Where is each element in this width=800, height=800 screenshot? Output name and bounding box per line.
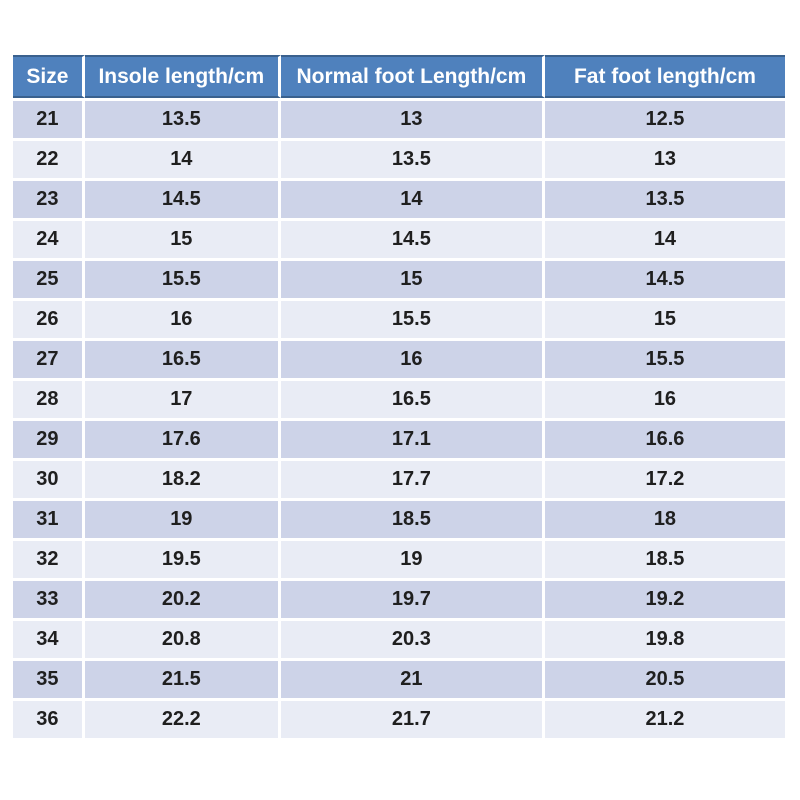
size-cell: 32 (13, 541, 85, 581)
table-row: 29 17.6 17.1 16.6 (13, 421, 785, 461)
column-header-insole-length: Insole length/cm (84, 55, 281, 98)
table-body: 21 13.5 13 12.5 22 14 13.5 13 23 14.5 14 13.5 24 15 14… (13, 98, 785, 741)
fat-foot-length-cell: 16.6 (544, 421, 785, 461)
table-row: 25 15.5 15 14.5 (13, 261, 785, 301)
normal-foot-length-cell: 17.7 (280, 461, 545, 501)
fat-foot-length-cell: 15 (544, 301, 785, 341)
table-row: 34 20.8 20.3 19.8 (13, 621, 785, 661)
insole-length-cell: 15.5 (84, 261, 281, 301)
fat-foot-length-cell: 13.5 (544, 181, 785, 221)
normal-foot-length-cell: 21.7 (280, 701, 545, 741)
insole-length-cell: 17 (84, 381, 281, 421)
insole-length-cell: 15 (84, 221, 281, 261)
size-cell: 28 (13, 381, 85, 421)
insole-length-cell: 19.5 (84, 541, 281, 581)
table-row: 23 14.5 14 13.5 (13, 181, 785, 221)
fat-foot-length-cell: 19.8 (544, 621, 785, 661)
size-chart: Size Insole length/cm Normal foot Length… (13, 55, 785, 741)
fat-foot-length-cell: 13 (544, 141, 785, 181)
fat-foot-length-cell: 16 (544, 381, 785, 421)
size-cell: 22 (13, 141, 85, 181)
normal-foot-length-cell: 20.3 (280, 621, 545, 661)
fat-foot-length-cell: 14 (544, 221, 785, 261)
normal-foot-length-cell: 16 (280, 341, 545, 381)
insole-length-cell: 22.2 (84, 701, 281, 741)
normal-foot-length-cell: 19 (280, 541, 545, 581)
fat-foot-length-cell: 14.5 (544, 261, 785, 301)
table-row: 24 15 14.5 14 (13, 221, 785, 261)
normal-foot-length-cell: 17.1 (280, 421, 545, 461)
insole-length-cell: 13.5 (84, 98, 281, 141)
fat-foot-length-cell: 18.5 (544, 541, 785, 581)
column-header-normal-foot-length: Normal foot Length/cm (280, 55, 545, 98)
insole-length-cell: 17.6 (84, 421, 281, 461)
size-cell: 29 (13, 421, 85, 461)
insole-length-cell: 21.5 (84, 661, 281, 701)
normal-foot-length-cell: 15.5 (280, 301, 545, 341)
insole-length-cell: 16 (84, 301, 281, 341)
fat-foot-length-cell: 19.2 (544, 581, 785, 621)
size-cell: 30 (13, 461, 85, 501)
normal-foot-length-cell: 16.5 (280, 381, 545, 421)
size-cell: 25 (13, 261, 85, 301)
fat-foot-length-cell: 20.5 (544, 661, 785, 701)
insole-length-cell: 16.5 (84, 341, 281, 381)
size-cell: 24 (13, 221, 85, 261)
insole-length-cell: 20.8 (84, 621, 281, 661)
fat-foot-length-cell: 18 (544, 501, 785, 541)
normal-foot-length-cell: 19.7 (280, 581, 545, 621)
table-row: 36 22.2 21.7 21.2 (13, 701, 785, 741)
table-row: 32 19.5 19 18.5 (13, 541, 785, 581)
insole-length-cell: 14 (84, 141, 281, 181)
table-row: 22 14 13.5 13 (13, 141, 785, 181)
table-row: 35 21.5 21 20.5 (13, 661, 785, 701)
size-cell: 35 (13, 661, 85, 701)
table-row: 30 18.2 17.7 17.2 (13, 461, 785, 501)
insole-length-cell: 19 (84, 501, 281, 541)
size-cell: 26 (13, 301, 85, 341)
table-row: 31 19 18.5 18 (13, 501, 785, 541)
insole-length-cell: 20.2 (84, 581, 281, 621)
size-cell: 33 (13, 581, 85, 621)
size-cell: 34 (13, 621, 85, 661)
table-row: 27 16.5 16 15.5 (13, 341, 785, 381)
fat-foot-length-cell: 12.5 (544, 98, 785, 141)
insole-length-cell: 14.5 (84, 181, 281, 221)
size-chart-table: Size Insole length/cm Normal foot Length… (13, 55, 785, 741)
fat-foot-length-cell: 21.2 (544, 701, 785, 741)
size-cell: 27 (13, 341, 85, 381)
table-row: 21 13.5 13 12.5 (13, 98, 785, 141)
column-header-fat-foot-length: Fat foot length/cm (544, 55, 785, 98)
table-row: 33 20.2 19.7 19.2 (13, 581, 785, 621)
fat-foot-length-cell: 17.2 (544, 461, 785, 501)
normal-foot-length-cell: 21 (280, 661, 545, 701)
table-row: 26 16 15.5 15 (13, 301, 785, 341)
size-cell: 23 (13, 181, 85, 221)
column-header-size: Size (13, 55, 85, 98)
size-cell: 21 (13, 98, 85, 141)
header-row: Size Insole length/cm Normal foot Length… (13, 55, 785, 98)
table-header: Size Insole length/cm Normal foot Length… (13, 55, 785, 98)
normal-foot-length-cell: 14 (280, 181, 545, 221)
normal-foot-length-cell: 13.5 (280, 141, 545, 181)
normal-foot-length-cell: 13 (280, 98, 545, 141)
table-row: 28 17 16.5 16 (13, 381, 785, 421)
insole-length-cell: 18.2 (84, 461, 281, 501)
size-cell: 31 (13, 501, 85, 541)
normal-foot-length-cell: 18.5 (280, 501, 545, 541)
fat-foot-length-cell: 15.5 (544, 341, 785, 381)
size-cell: 36 (13, 701, 85, 741)
normal-foot-length-cell: 14.5 (280, 221, 545, 261)
normal-foot-length-cell: 15 (280, 261, 545, 301)
